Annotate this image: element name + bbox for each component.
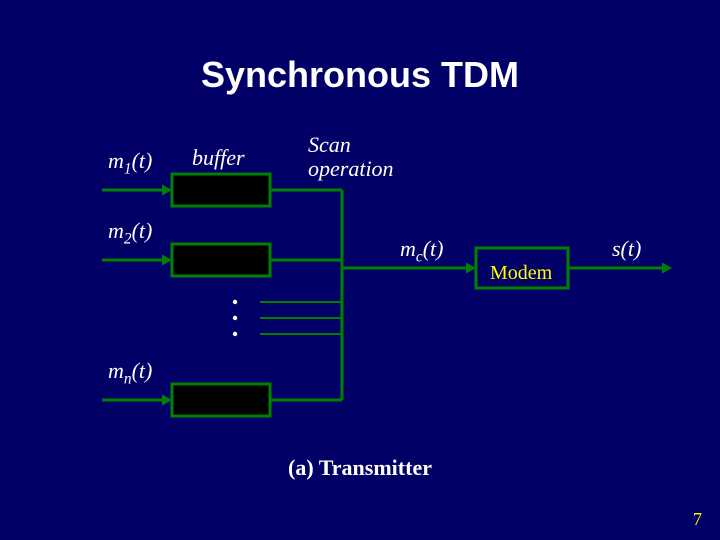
diagram bbox=[0, 0, 720, 540]
slide: Synchronous TDM (a) Transmitter 7 m1(t) … bbox=[0, 0, 720, 540]
